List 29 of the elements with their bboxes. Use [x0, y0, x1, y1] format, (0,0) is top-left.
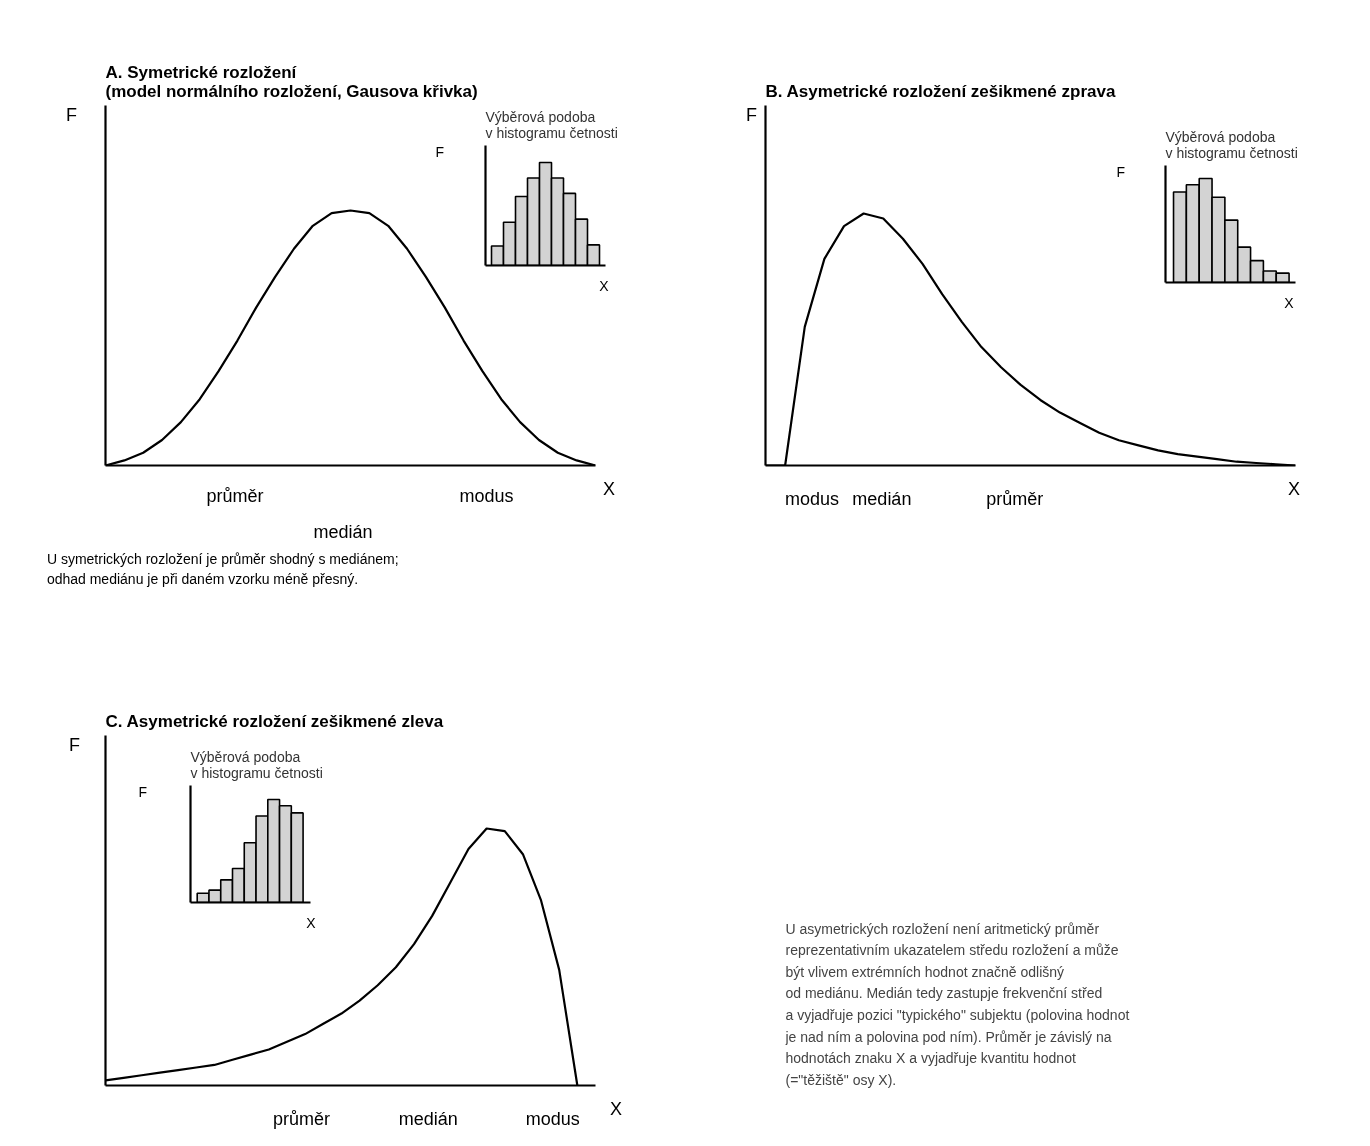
y-axis-title: F	[66, 104, 77, 127]
text: průměr	[986, 488, 1044, 512]
text: U symetrických rozložení je průměr shodný s mediánem; odhad mediánu je při daném vzorku méně přesný.	[46, 550, 399, 589]
text: medián	[852, 488, 912, 512]
y-axis-title: F	[435, 143, 444, 162]
chart-title: A. Symetrické rozložení (model normálního rozložení, Gausova křivka)	[105, 62, 478, 101]
y-axis-title: F	[1116, 163, 1125, 182]
chart-title: Výběrová podoba v histogramu četnosti	[190, 748, 323, 781]
text: průměr	[273, 1108, 331, 1132]
x-axis-title: X	[609, 1098, 622, 1121]
x-axis-title: X	[306, 914, 316, 933]
chart-title: B. Asymetrické rozložení zešikmené zprava	[765, 81, 1116, 101]
text: U asymetrických rozložení není aritmetický průměr reprezentativním ukazatelem středu rozložení a může být vlivem extrémních hodnot značně odlišný od mediánu. Medián tedy zastupje frekvenční střed a vyjadřuje pozici "typického" subjektu (polovina hodnot je nad ním a polovina pod ním). Průměr je závislý na hodnotách znaku X a vyjadřuje kvantitu hodnot (="těžiště" osy X).	[784, 920, 1130, 1088]
text: medián	[398, 1108, 458, 1132]
text: modus	[784, 488, 840, 512]
y-axis-title: F	[69, 734, 80, 757]
chart-title: Výběrová podoba v histogramu četnosti	[1165, 128, 1298, 161]
x-axis-title: X	[602, 478, 615, 501]
text: modus	[459, 485, 514, 509]
chart-title: C. Asymetrické rozložení zešikmené zleva	[105, 711, 444, 731]
x-axis-title: X	[599, 277, 609, 296]
x-axis-title: X	[1284, 294, 1294, 313]
y-axis-title: F	[746, 104, 757, 127]
text: průměr	[206, 485, 264, 509]
y-axis-title: F	[138, 783, 147, 802]
text: modus	[525, 1108, 580, 1132]
chart-title: Výběrová podoba v histogramu četnosti	[485, 108, 618, 141]
text: medián	[313, 521, 373, 545]
x-axis-title: X	[1287, 478, 1300, 501]
